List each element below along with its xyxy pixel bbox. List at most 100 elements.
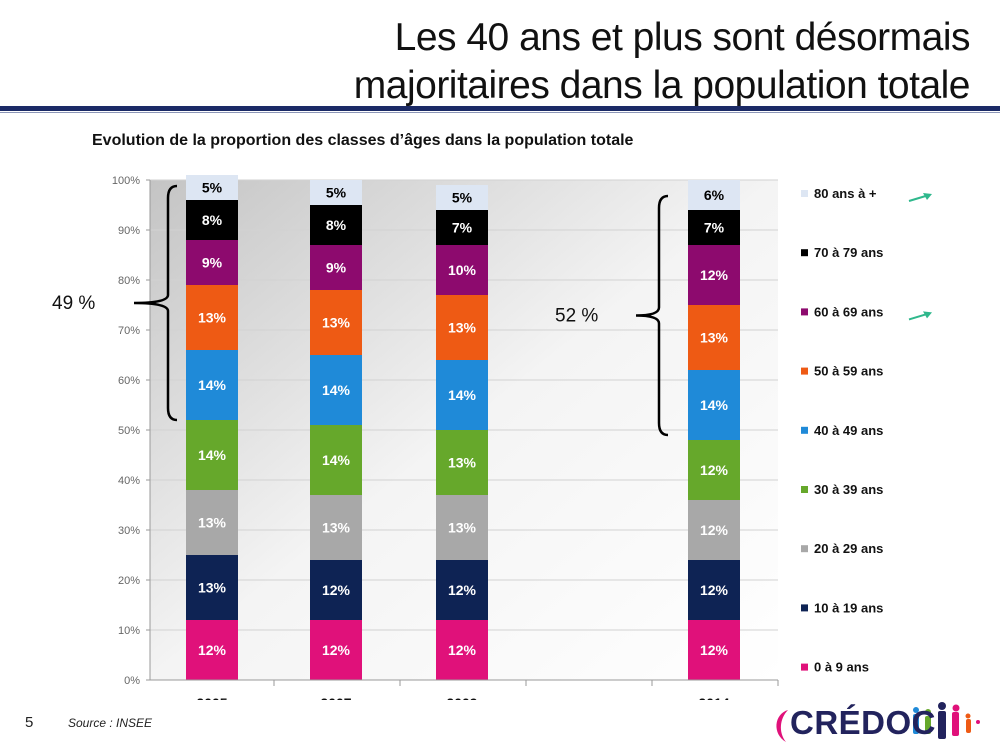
- bar-value-label: 12%: [322, 642, 351, 658]
- trend-up-arrow-icon: [908, 193, 932, 202]
- legend-swatch: [801, 426, 808, 434]
- bar-value-label: 8%: [326, 217, 347, 233]
- legend-label: 30 à 39 ans: [814, 482, 883, 497]
- bar-segment: [310, 425, 362, 495]
- bar-segment: [688, 210, 740, 245]
- legend-swatch: [801, 604, 808, 612]
- bar-segment: [186, 490, 238, 555]
- y-tick-label: 100%: [112, 175, 140, 187]
- bar-segment: [436, 185, 488, 210]
- legend-label: 20 à 29 ans: [814, 541, 883, 556]
- legend-swatch: [801, 249, 808, 257]
- bar-value-label: 14%: [700, 397, 729, 413]
- legend-label: 60 à 69 ans: [814, 304, 883, 319]
- bar-segment: [310, 495, 362, 560]
- bar-value-label: 14%: [198, 447, 227, 463]
- logo-text: CRÉDOC: [790, 704, 937, 741]
- bar-segment: [310, 620, 362, 680]
- bar-segment: [688, 440, 740, 500]
- credoc-logo: CRÉDOC: [770, 700, 995, 748]
- legend-label: 80 ans à +: [814, 186, 877, 201]
- bar-value-label: 5%: [202, 180, 223, 196]
- bar-value-label: 12%: [700, 582, 729, 598]
- legend-swatch: [801, 486, 808, 493]
- bar-value-label: 7%: [704, 220, 725, 236]
- bar-value-label: 13%: [700, 330, 729, 346]
- bar-value-label: 7%: [452, 220, 473, 236]
- y-tick-label: 80%: [118, 275, 140, 287]
- y-tick-label: 30%: [118, 525, 140, 537]
- bars: 12% 13% 13% 14% 14% 13% 9% 8% 5% 12% 12% 13% 14% 14% 1…: [186, 175, 740, 680]
- bar-value-label: 12%: [700, 522, 729, 538]
- x-tick-label: 2007: [320, 695, 351, 700]
- bar-value-label: 12%: [448, 642, 477, 658]
- y-tick-label: 20%: [118, 575, 140, 587]
- bar-value-label: 12%: [700, 267, 729, 283]
- x-tick-label: 2014: [698, 695, 729, 700]
- bar-value-label: 13%: [448, 520, 477, 536]
- bar-value-label: 14%: [448, 387, 477, 403]
- curly-brace: [133, 184, 178, 422]
- bar-segment: [186, 620, 238, 680]
- y-tick-label: 0%: [124, 675, 140, 687]
- legend-swatch: [801, 190, 808, 197]
- title-rule-thin: [0, 112, 1000, 113]
- bar-segment: [186, 200, 238, 240]
- bar-value-label: 5%: [326, 185, 347, 201]
- bar-segment: [310, 205, 362, 245]
- brace-label: 52 %: [555, 306, 598, 327]
- x-tick-label: 2005: [196, 695, 227, 700]
- bar-value-label: 12%: [700, 462, 729, 478]
- legend-label: 40 à 49 ans: [814, 423, 883, 438]
- bar-value-label: 13%: [448, 320, 477, 336]
- chart-title: Evolution de la proportion des classes d…: [92, 132, 634, 149]
- legend-swatch: [801, 367, 808, 375]
- bar-segment: [688, 245, 740, 305]
- y-tick-label: 50%: [118, 425, 140, 437]
- bar-segment: [186, 175, 238, 200]
- bar-segment: [688, 560, 740, 620]
- bar-segment: [310, 290, 362, 355]
- bar-segment: [436, 560, 488, 620]
- bar-value-label: 5%: [452, 190, 473, 206]
- stacked-bar-chart: 12% 13% 13% 14% 14% 13% 9% 8% 5% 12% 12% 13% 14% 14% 1…: [52, 175, 932, 700]
- bar-value-label: 13%: [198, 580, 227, 596]
- bar-value-label: 12%: [700, 642, 729, 658]
- legend-label: 70 à 79 ans: [814, 245, 883, 260]
- bar-value-label: 13%: [322, 520, 351, 536]
- bar-segment: [436, 620, 488, 680]
- bar-value-label: 13%: [322, 315, 351, 331]
- bar-segment: [186, 240, 238, 285]
- bar-value-label: 14%: [198, 377, 227, 393]
- y-tick-label: 70%: [118, 325, 140, 337]
- legend-label: 50 à 59 ans: [814, 364, 883, 379]
- bar-value-label: 10%: [448, 262, 477, 278]
- bar-value-label: 9%: [202, 255, 223, 271]
- title-rule: [0, 106, 1000, 111]
- y-tick-label: 90%: [118, 225, 140, 237]
- bar-segment: [186, 350, 238, 420]
- trend-up-arrow-icon: [908, 311, 932, 321]
- bar-value-label: 14%: [322, 452, 351, 468]
- bar-segment: [310, 180, 362, 205]
- slide-title-line-2: majoritaires dans la population totale: [353, 64, 971, 107]
- brace-label: 49 %: [52, 293, 95, 314]
- slide-title: Les 40 ans et plus sont désormais majori…: [70, 14, 971, 110]
- axes: 0% 10% 20% 30% 40% 50% 60% 70% 80% 90% 100% 2005 200…: [112, 175, 779, 700]
- bar-segment: [310, 245, 362, 290]
- bar-value-label: 9%: [326, 260, 347, 276]
- y-tick-label: 60%: [118, 375, 140, 387]
- logo-swirl-icon: [776, 710, 788, 742]
- source-note: Source : INSEE: [68, 716, 153, 730]
- bar-value-label: 13%: [198, 310, 227, 326]
- bar-value-label: 8%: [202, 212, 223, 228]
- y-tick-label: 40%: [118, 475, 140, 487]
- bar-segment: [310, 560, 362, 620]
- bar-segment: [688, 180, 740, 210]
- legend: 80 ans à + 70 à 79 ans 60 à 69 ans 50 à 59 …: [801, 186, 932, 675]
- bar-segment: [436, 495, 488, 560]
- bar-segment: [688, 620, 740, 680]
- bar-value-label: 6%: [704, 187, 725, 203]
- bar-segment: [688, 370, 740, 440]
- bar-value-label: 14%: [322, 382, 351, 398]
